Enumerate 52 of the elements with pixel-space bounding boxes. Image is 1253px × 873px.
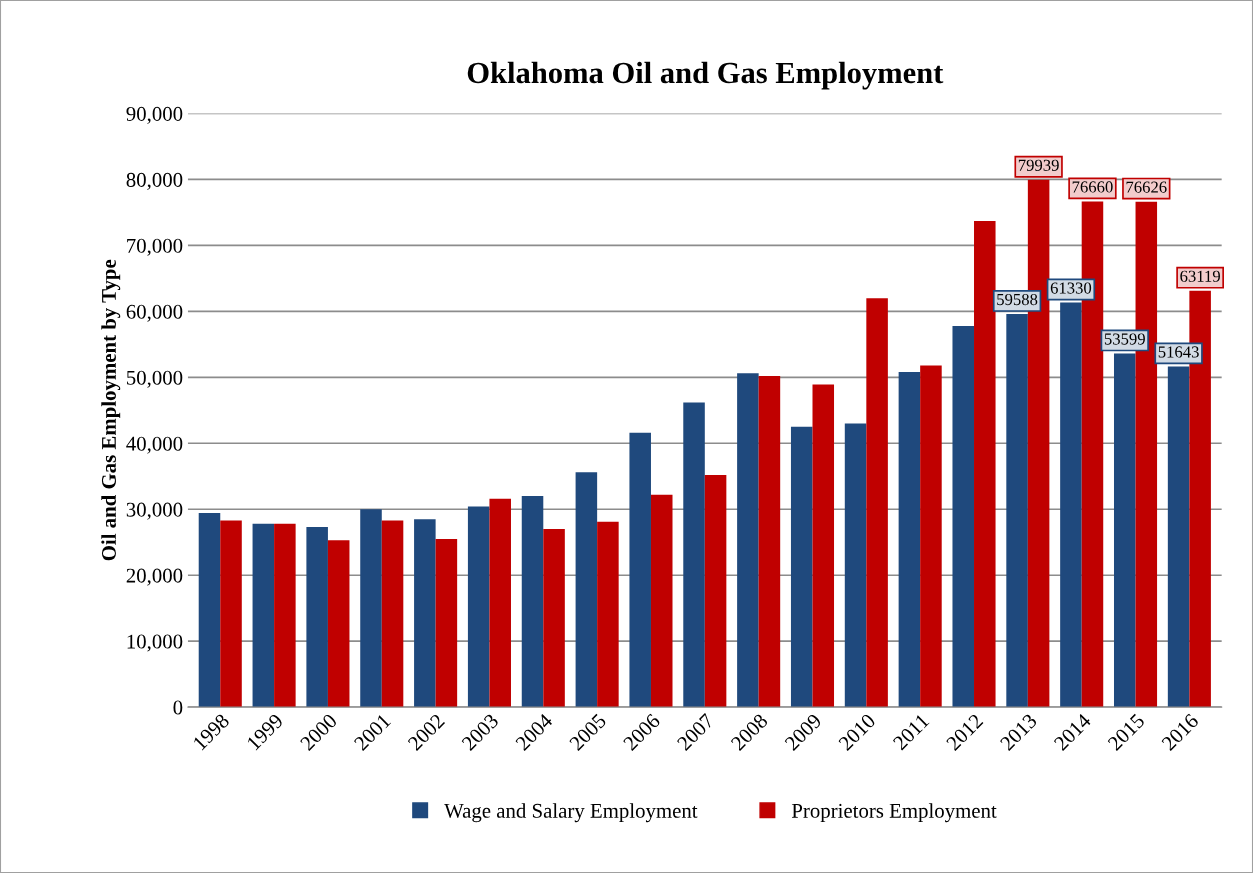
bar — [252, 523, 275, 708]
bar — [489, 498, 511, 708]
data-label: 59588 — [997, 293, 1038, 306]
bar — [952, 325, 975, 708]
bar — [435, 538, 458, 708]
y-tick-label: 70,000 — [127, 238, 183, 256]
y-tick-label: 20,000 — [126, 568, 183, 586]
bar — [220, 520, 242, 708]
bar — [844, 423, 867, 708]
bar — [974, 221, 996, 708]
data-label: 61330 — [1050, 282, 1092, 294]
bar — [575, 472, 598, 708]
data-label: 76626 — [1126, 181, 1167, 193]
bar — [521, 496, 544, 708]
bar — [704, 474, 727, 708]
bar — [650, 494, 673, 708]
bar — [629, 432, 651, 708]
y-tick-label: 40,000 — [126, 436, 183, 454]
data-label: 76660 — [1072, 181, 1113, 193]
legend-label: Wage and Salary Employment — [444, 803, 698, 823]
bar — [597, 521, 619, 708]
bar — [683, 402, 705, 708]
bar — [274, 523, 296, 708]
bar — [360, 509, 382, 708]
bar — [737, 373, 759, 708]
bar — [543, 529, 565, 708]
chart-title: Oklahoma Oil and Gas Employment — [467, 61, 944, 90]
bar — [812, 384, 835, 708]
bar — [414, 519, 436, 708]
bar — [866, 298, 888, 708]
bar — [920, 365, 942, 708]
bar — [790, 426, 813, 708]
y-tick-label: 10,000 — [127, 634, 183, 652]
data-label: 63119 — [1180, 270, 1220, 282]
data-label: 79939 — [1018, 159, 1059, 171]
data-label: 51643 — [1158, 346, 1199, 358]
bar — [306, 527, 328, 708]
bar — [758, 376, 781, 708]
y-tick-label: 60,000 — [126, 304, 183, 322]
bar — [327, 540, 350, 708]
y-tick-label: 0 — [173, 700, 183, 715]
y-axis-title: Oil and Gas Employment by Type — [101, 259, 121, 561]
data-label: 53599 — [1104, 333, 1145, 345]
bar — [198, 512, 221, 708]
y-tick-label: 90,000 — [126, 106, 183, 124]
bar — [381, 520, 404, 708]
legend-label: Proprietors Employment — [791, 803, 997, 823]
bar — [467, 506, 490, 708]
bar — [898, 372, 921, 708]
y-tick-label: 50,000 — [127, 370, 183, 388]
y-tick-label: 80,000 — [126, 172, 183, 190]
y-tick-label: 30,000 — [126, 502, 183, 520]
